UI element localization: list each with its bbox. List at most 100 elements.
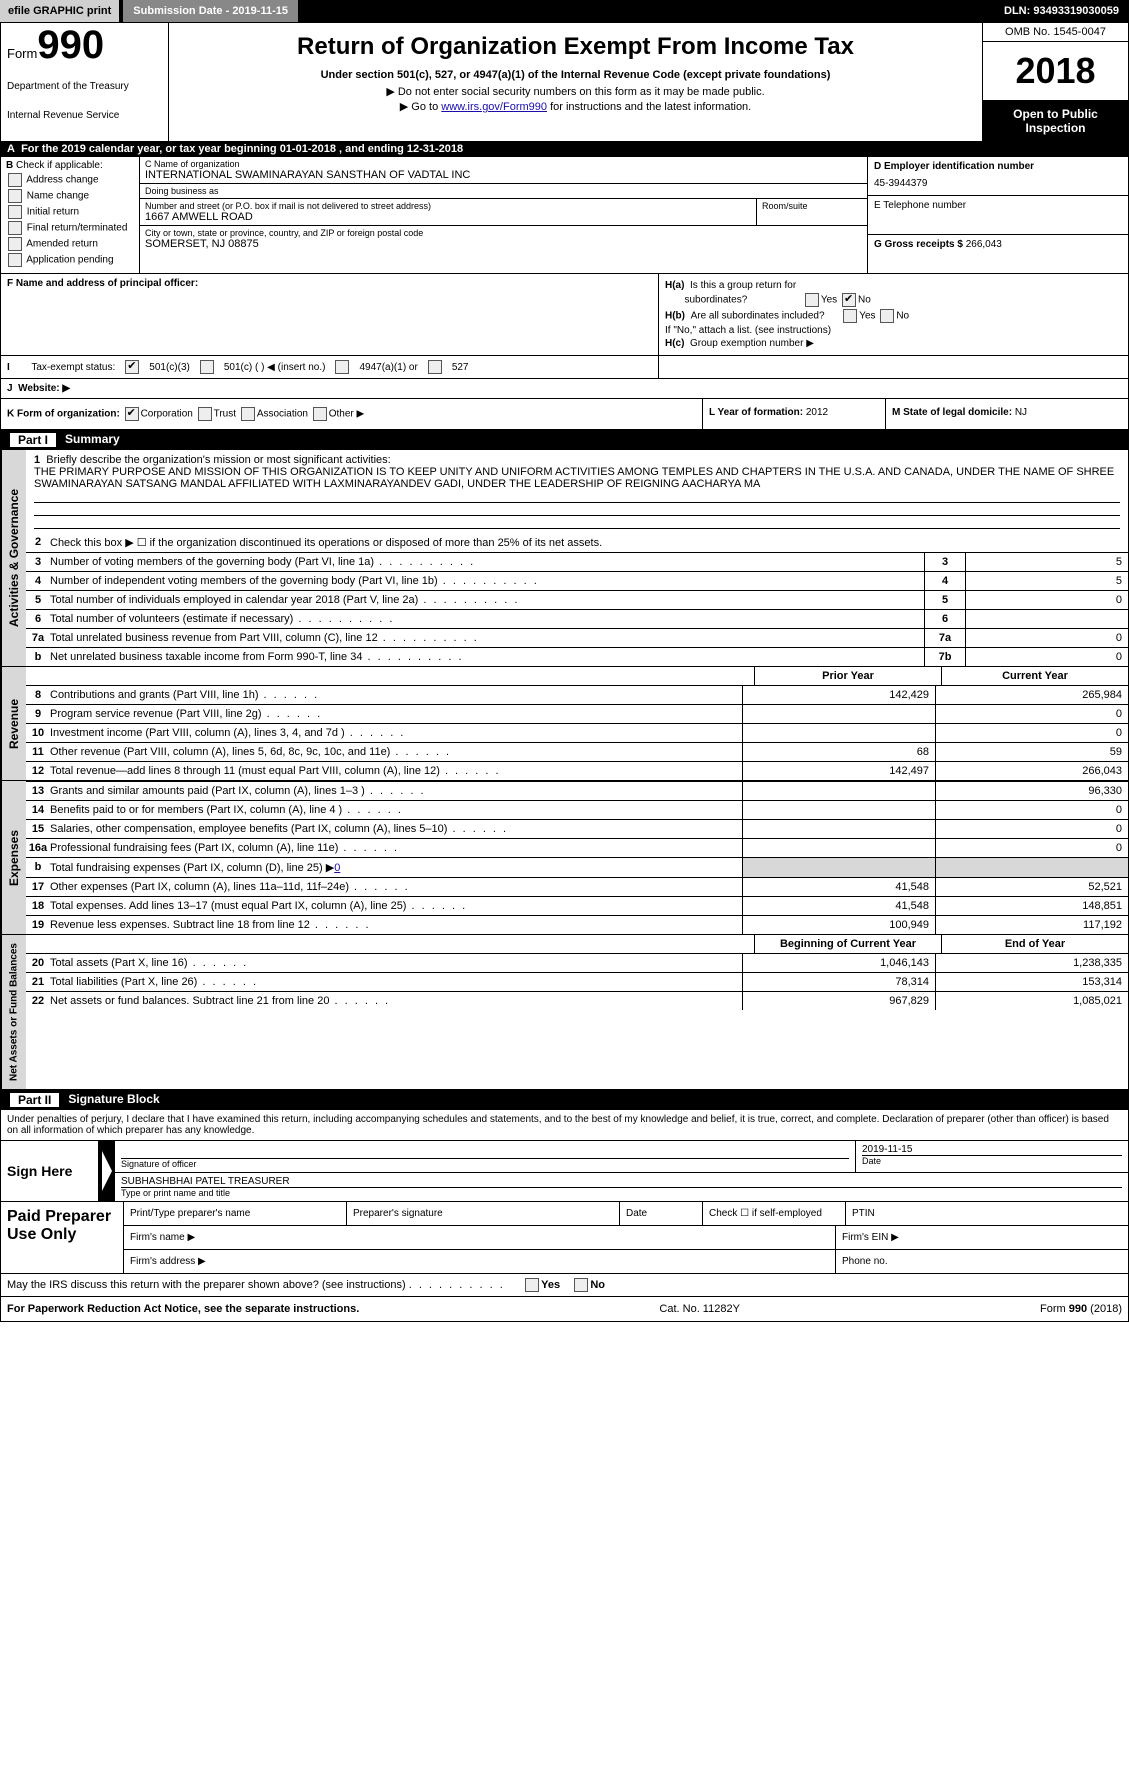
row-val: 5 — [965, 572, 1128, 590]
cb-other[interactable] — [313, 407, 327, 421]
row-num: 7a — [26, 629, 50, 647]
cal-pre: For the 2019 calendar year, or tax year … — [21, 143, 280, 155]
row-prior: 967,829 — [742, 992, 935, 1010]
hb-yes-cb[interactable] — [843, 309, 857, 323]
hb-no-cb[interactable] — [880, 309, 894, 323]
fin-row: 8 Contributions and grants (Part VIII, l… — [26, 685, 1128, 704]
discuss-yes: Yes — [541, 1279, 560, 1291]
cb-address-change[interactable]: Address change — [6, 173, 134, 187]
signature-block: Under penalties of perjury, I declare th… — [1, 1110, 1128, 1297]
row-curr: 148,851 — [935, 897, 1128, 915]
fin-row: 16a Professional fundraising fees (Part … — [26, 838, 1128, 857]
row-text: Benefits paid to or for members (Part IX… — [50, 801, 742, 819]
hb-label: H(b) — [665, 311, 685, 322]
fin-row: 21 Total liabilities (Part X, line 26) 7… — [26, 972, 1128, 991]
hc-label: H(c) — [665, 338, 684, 349]
firm-addr-label: Firm's address ▶ — [124, 1250, 836, 1273]
discuss-yes-cb[interactable] — [525, 1278, 539, 1292]
hdr-beginning: Beginning of Current Year — [754, 935, 941, 953]
row-curr: 117,192 — [935, 916, 1128, 934]
row-num: 18 — [26, 897, 50, 915]
row-prior — [742, 858, 935, 877]
fin-header-rev: Prior Year Current Year — [26, 667, 1128, 685]
row-text: Professional fundraising fees (Part IX, … — [50, 839, 742, 857]
section-ij: I Tax-exempt status: 501(c)(3) 501(c) ( … — [1, 356, 1128, 379]
row-num: 11 — [26, 743, 50, 761]
row-text: Number of independent voting members of … — [50, 572, 924, 590]
row-val: 5 — [965, 553, 1128, 571]
cb-trust[interactable] — [198, 407, 212, 421]
sig-intro: Under penalties of perjury, I declare th… — [1, 1110, 1128, 1141]
opt-527: 527 — [452, 362, 469, 373]
row-curr: 59 — [935, 743, 1128, 761]
dln-label: DLN: 93493319030059 — [994, 2, 1129, 20]
gov-row: 6 Total number of volunteers (estimate i… — [26, 609, 1128, 628]
ha-text: Is this a group return for — [690, 280, 796, 291]
cb-name-change[interactable]: Name change — [6, 189, 134, 203]
form-subtitle-1: Under section 501(c), 527, or 4947(a)(1)… — [179, 69, 972, 81]
firm-name-label: Firm's name ▶ — [124, 1226, 836, 1249]
row-prior — [742, 801, 935, 819]
cb-527[interactable] — [428, 360, 442, 374]
dba-label: Doing business as — [145, 186, 862, 196]
form-header: Form990 Department of the Treasury Inter… — [1, 23, 1128, 141]
cb-final-return[interactable]: Final return/terminated — [6, 221, 134, 235]
fin-row: 22 Net assets or fund balances. Subtract… — [26, 991, 1128, 1010]
cb-501c3[interactable] — [125, 360, 139, 374]
row-curr: 0 — [935, 801, 1128, 819]
discuss-text: May the IRS discuss this return with the… — [7, 1279, 406, 1291]
hb-no: No — [896, 311, 909, 322]
ha-label: H(a) — [665, 280, 684, 291]
open-line2: Inspection — [1025, 121, 1085, 135]
activities-block: Activities & Governance 1 Briefly descri… — [1, 450, 1128, 667]
ha-no-cb[interactable] — [842, 293, 856, 307]
cb-4947[interactable] — [335, 360, 349, 374]
part1-num: Part I — [9, 432, 57, 448]
cb-label-address: Address change — [26, 175, 98, 186]
section-b-header: Check if applicable: — [16, 160, 103, 171]
footer-right: Form 990 (2018) — [1040, 1303, 1122, 1315]
row-curr: 266,043 — [935, 762, 1128, 780]
row-text: Total revenue—add lines 8 through 11 (mu… — [50, 762, 742, 780]
row-num: 6 — [26, 610, 50, 628]
efile-tab: efile GRAPHIC print — [0, 0, 119, 22]
row-curr: 1,085,021 — [935, 992, 1128, 1010]
cb-501c[interactable] — [200, 360, 214, 374]
ein-value: 45-3944379 — [874, 178, 1122, 189]
row-text: Contributions and grants (Part VIII, lin… — [50, 686, 742, 704]
cb-application-pending[interactable]: Application pending — [6, 253, 134, 267]
sign-here-label: Sign Here — [1, 1141, 99, 1201]
form-subtitle-3: ▶ Go to www.irs.gov/Form990 for instruct… — [179, 100, 972, 113]
footer: For Paperwork Reduction Act Notice, see … — [1, 1297, 1128, 1321]
cb-corp[interactable] — [125, 407, 139, 421]
cb-initial-return[interactable]: Initial return — [6, 205, 134, 219]
row-box: 3 — [924, 553, 965, 571]
officer-label: F Name and address of principal officer: — [7, 278, 198, 289]
gov-row: 7a Total unrelated business revenue from… — [26, 628, 1128, 647]
preparer-name-label: Print/Type preparer's name — [124, 1202, 347, 1225]
cb-amended-return[interactable]: Amended return — [6, 237, 134, 251]
fin-row: 17 Other expenses (Part IX, column (A), … — [26, 877, 1128, 896]
phone-label: E Telephone number — [874, 200, 1122, 211]
line2-text: Check this box ▶ ☐ if the organization d… — [50, 533, 1128, 552]
row-text: Investment income (Part VIII, column (A)… — [50, 724, 742, 742]
sig-name-value: SUBHASHBHAI PATEL TREASURER — [121, 1176, 1122, 1187]
ha-yes-cb[interactable] — [805, 293, 819, 307]
row-prior — [742, 782, 935, 800]
footer-left: For Paperwork Reduction Act Notice, see … — [7, 1303, 359, 1315]
cb-assoc[interactable] — [241, 407, 255, 421]
gross-label: G Gross receipts $ — [874, 239, 966, 250]
part1-title: Summary — [65, 432, 120, 448]
row-text: Other expenses (Part IX, column (A), lin… — [50, 878, 742, 896]
org-name: INTERNATIONAL SWAMINARAYAN SANSTHAN OF V… — [145, 169, 862, 181]
gov-row: 4 Number of independent voting members o… — [26, 571, 1128, 590]
row-prior — [742, 705, 935, 723]
submission-tab: Submission Date - 2019-11-15 — [123, 0, 298, 22]
discuss-no-cb[interactable] — [574, 1278, 588, 1292]
row-text: Program service revenue (Part VIII, line… — [50, 705, 742, 723]
netassets-block: Net Assets or Fund Balances Beginning of… — [1, 935, 1128, 1090]
info-grid: B Check if applicable: Address change Na… — [1, 157, 1128, 274]
row-text: Total number of individuals employed in … — [50, 591, 924, 609]
row-num: 3 — [26, 553, 50, 571]
form990-link[interactable]: www.irs.gov/Form990 — [441, 101, 547, 113]
